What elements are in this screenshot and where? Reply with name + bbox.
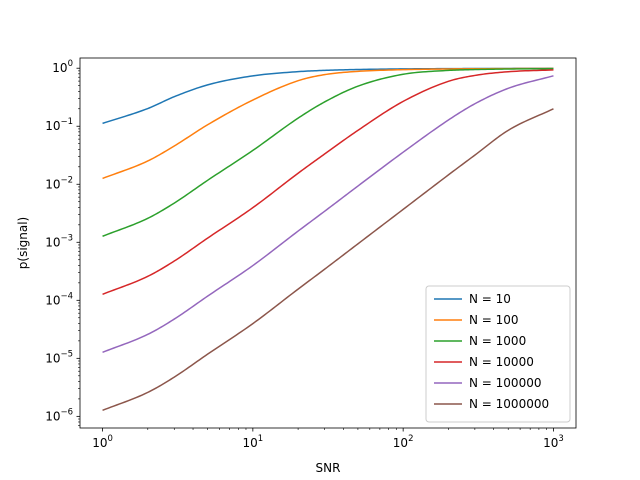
- x-tick-label: 100: [92, 434, 113, 450]
- x-tick-label: 101: [243, 434, 264, 450]
- legend: N = 10 N = 100 N = 1000 N = 10000 N = 100000…: [425, 285, 571, 423]
- y-tick-label: 10−3: [45, 233, 73, 249]
- series-line-1: [102, 67, 554, 180]
- y-tick-label: 10−2: [45, 175, 73, 191]
- series-line-4: [102, 75, 554, 354]
- y-tick-label: 10−4: [45, 291, 73, 307]
- y-axis-ticks: 10−6 10−5 10−4 10−3 10−2 10−1 100: [45, 59, 80, 426]
- y-tick-label: 10−5: [45, 349, 73, 365]
- y-axis-label: p(signal): [16, 217, 30, 269]
- series-line-5: [102, 108, 554, 412]
- legend-label: N = 10000: [469, 355, 534, 369]
- series-line-2: [102, 67, 554, 237]
- legend-label: N = 1000000: [469, 397, 549, 411]
- legend-label: N = 1000: [469, 334, 526, 348]
- series-layer: [102, 67, 554, 412]
- legend-label: N = 100: [469, 313, 519, 327]
- x-axis-ticks: 100 101 102 103: [92, 428, 564, 450]
- x-tick-label: 102: [393, 434, 414, 450]
- y-tick-label: 10−6: [45, 407, 73, 423]
- x-axis-label: SNR: [316, 461, 341, 475]
- plot-frame: [79, 57, 577, 429]
- legend-label: N = 100000: [469, 376, 541, 390]
- y-tick-label: 10−1: [45, 117, 73, 133]
- series-line-3: [102, 69, 554, 295]
- y-tick-label: 100: [52, 59, 73, 75]
- x-tick-label: 103: [543, 434, 564, 450]
- legend-label: N = 10: [469, 292, 511, 306]
- series-line-0: [102, 67, 554, 125]
